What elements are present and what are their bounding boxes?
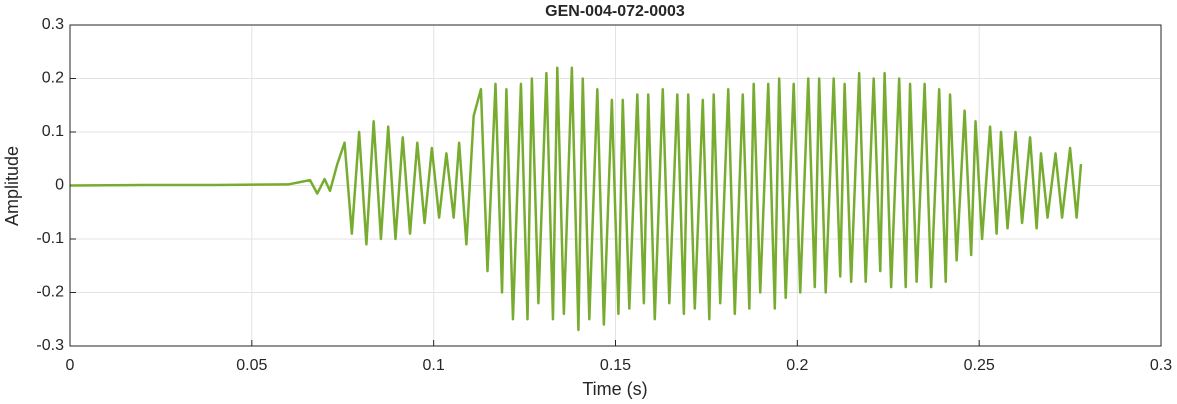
y-tick-label: 0 [55,177,64,194]
plot-frame [69,24,1162,347]
y-tick-label: -0.1 [36,230,64,247]
y-tick-label: 0.1 [42,123,64,140]
x-tick-label: 0.15 [600,357,631,374]
y-tick-label: 0.3 [42,16,64,33]
x-tick-label: 0.3 [1150,357,1172,374]
x-tick-label: 0.25 [964,357,995,374]
chart-title: GEN-004-072-0003 [545,3,685,20]
x-tick-label: 0.05 [236,357,267,374]
x-tick-label: 0 [66,357,75,374]
y-tick-label: -0.3 [36,337,64,354]
x-axis-label: Time (s) [582,379,647,399]
y-axis-label: Amplitude [2,146,22,226]
y-tick-label: 0.2 [42,70,64,87]
x-tick-label: 0.2 [786,357,808,374]
x-tick-label: 0.1 [423,357,445,374]
y-tick-label: -0.2 [36,284,64,301]
signal-line [69,66,1083,332]
